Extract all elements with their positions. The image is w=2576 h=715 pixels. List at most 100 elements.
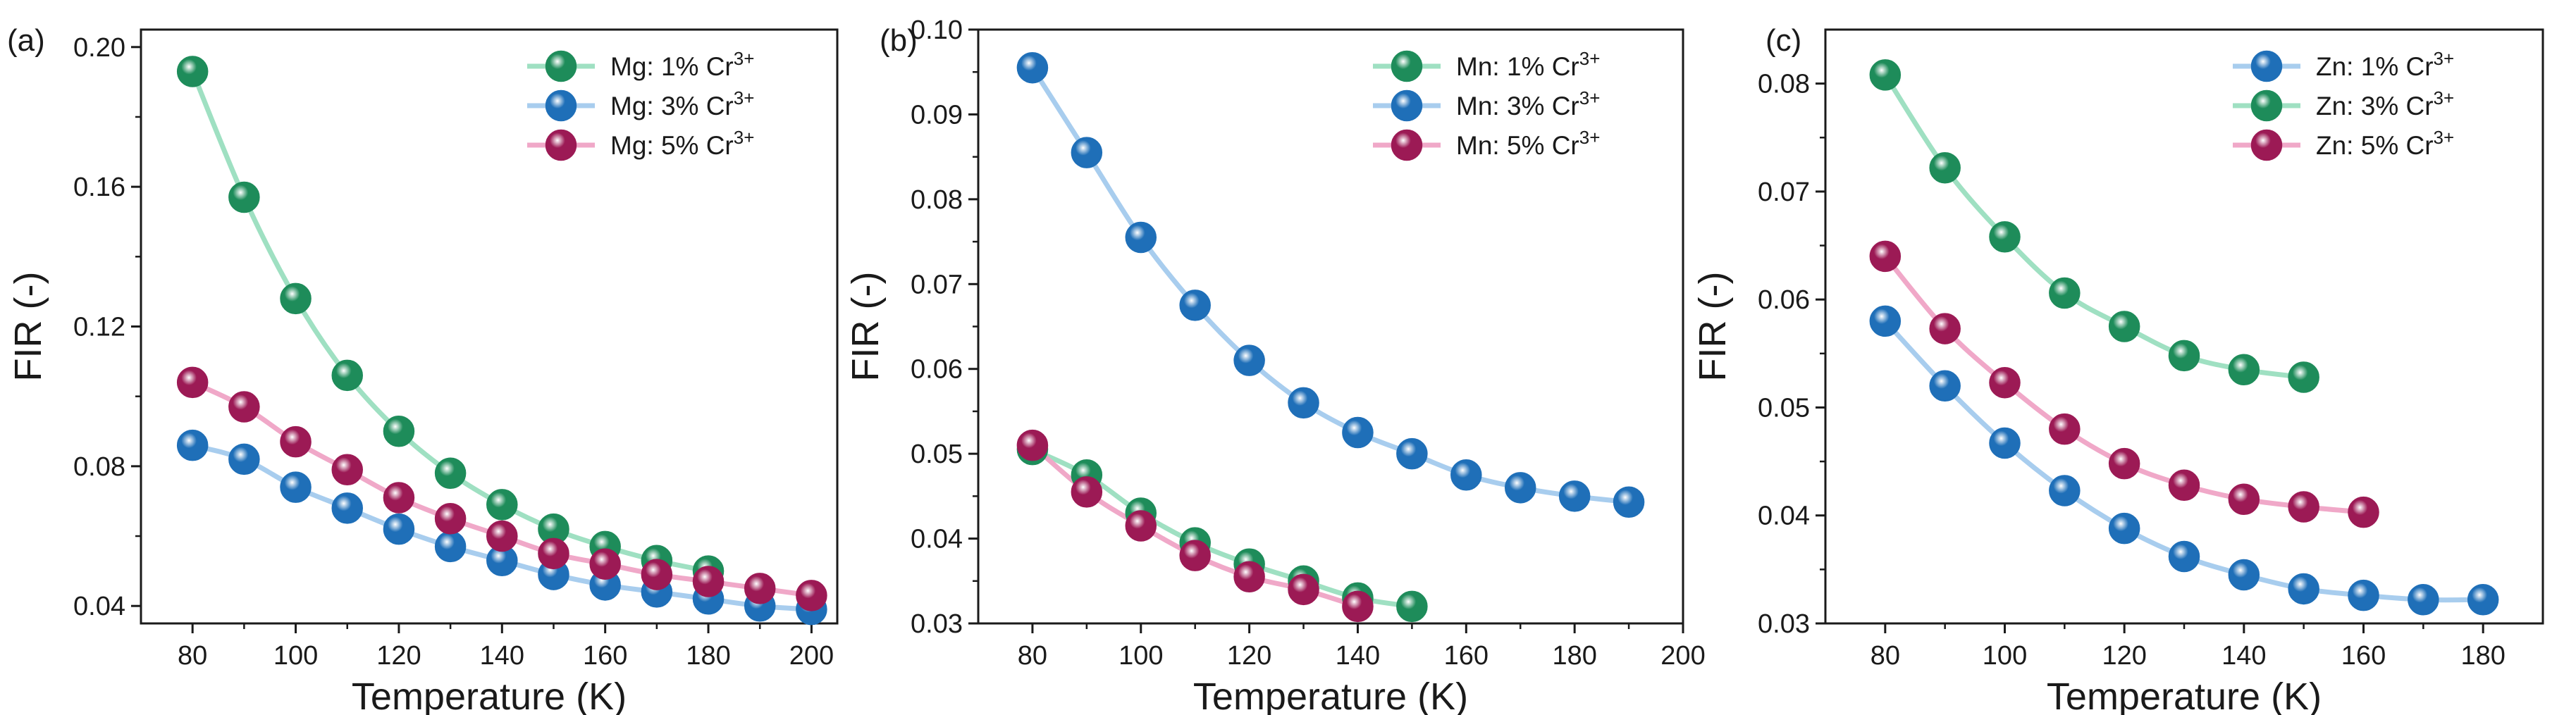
data-point	[1125, 510, 1157, 542]
data-point	[1071, 476, 1103, 508]
data-point	[2288, 491, 2319, 523]
legend-label: Zn: 3% Cr3+	[2316, 87, 2454, 120]
data-point	[744, 573, 776, 604]
data-point	[1233, 561, 1265, 593]
data-point	[331, 492, 363, 524]
y-tick-label: 0.16	[73, 173, 125, 202]
data-point	[2228, 559, 2260, 591]
data-point	[280, 471, 312, 503]
x-tick-label: 120	[376, 641, 421, 671]
y-tick-label: 0.08	[1758, 70, 1810, 99]
legend-label: Mg: 5% Cr3+	[610, 127, 754, 160]
x-tick-label: 160	[583, 641, 627, 671]
data-point	[1396, 590, 1428, 623]
data-point	[228, 391, 260, 423]
panel-label: (c)	[1765, 23, 1801, 58]
data-point	[2408, 584, 2439, 616]
x-tick-label: 80	[1018, 641, 1047, 671]
data-point	[2108, 447, 2140, 480]
y-tick-label: 0.08	[911, 185, 963, 215]
legend-marker	[545, 50, 577, 82]
data-point	[1125, 221, 1157, 254]
chart-panel-a: (a) 80 100 120 140 160 180 200 0.04 0.08 0.12 0.16 0…	[7, 23, 839, 715]
x-tick-label: 120	[1227, 641, 1271, 671]
y-tick-label: 0.12	[73, 313, 125, 342]
legend-label: Zn: 5% Cr3+	[2316, 127, 2454, 160]
data-point	[1233, 344, 1265, 376]
y-tick-label: 0.06	[1758, 285, 1810, 315]
x-tick-label: 180	[686, 641, 730, 671]
data-point	[692, 566, 725, 597]
legend-marker	[2250, 89, 2283, 122]
data-point	[1288, 573, 1319, 606]
x-tick-label: 80	[178, 641, 207, 671]
data-point	[228, 443, 260, 475]
legend-label: Zn: 1% Cr3+	[2316, 48, 2454, 81]
data-point	[486, 489, 518, 521]
y-tick-label: 0.04	[73, 592, 125, 621]
y-tick-label: 0.08	[73, 452, 125, 482]
data-point	[1869, 240, 1902, 273]
data-point	[796, 580, 827, 611]
x-tick-label: 120	[2102, 641, 2146, 671]
data-point	[1450, 459, 1482, 491]
data-point	[280, 425, 312, 458]
y-tick-label: 0.07	[911, 270, 963, 299]
data-point	[2049, 413, 2081, 445]
panel-label: (a)	[7, 23, 45, 58]
data-point	[1016, 51, 1049, 84]
data-point	[2108, 311, 2140, 342]
legend-marker	[1391, 89, 1423, 122]
y-axis-title: FIR (-)	[1691, 272, 1734, 382]
data-point	[2228, 354, 2260, 386]
data-point	[1929, 370, 1961, 402]
x-tick-label: 200	[1660, 641, 1705, 671]
legend-marker	[2250, 50, 2283, 82]
data-point	[2467, 584, 2499, 616]
x-tick-label: 180	[2460, 641, 2505, 671]
data-point	[2288, 361, 2319, 393]
x-tick-label: 180	[1552, 641, 1596, 671]
data-point	[2168, 340, 2200, 372]
data-point	[486, 520, 518, 552]
data-point	[2049, 475, 2081, 506]
y-tick-label: 0.04	[911, 525, 963, 554]
legend-label: Mn: 3% Cr3+	[1456, 87, 1600, 120]
data-point	[1179, 540, 1211, 571]
legend-marker	[2250, 129, 2283, 161]
data-point	[1869, 305, 1902, 337]
data-point	[383, 482, 415, 514]
data-point	[589, 548, 621, 580]
x-tick-label: 200	[789, 641, 834, 671]
data-point	[228, 181, 260, 213]
data-point	[1989, 427, 2021, 459]
data-point	[434, 530, 467, 563]
legend-marker	[545, 129, 577, 161]
data-point	[1179, 290, 1211, 321]
x-tick-label: 140	[2221, 641, 2266, 671]
data-point	[176, 366, 209, 399]
x-tick-label: 140	[1336, 641, 1380, 671]
y-tick-label: 0.20	[73, 33, 125, 63]
data-point	[538, 537, 569, 570]
data-point	[1929, 151, 1961, 184]
y-tick-label: 0.03	[911, 609, 963, 639]
data-point	[383, 416, 415, 447]
y-tick-label: 0.05	[1758, 393, 1810, 423]
legend-marker	[1391, 129, 1423, 161]
data-point	[2348, 496, 2379, 528]
legend-label: Mg: 3% Cr3+	[610, 87, 754, 120]
data-point	[1929, 313, 1961, 344]
data-point	[1989, 221, 2021, 253]
data-point	[1504, 472, 1536, 504]
data-point	[280, 282, 312, 315]
legend-marker	[545, 89, 577, 122]
data-point	[641, 559, 673, 590]
data-point	[1989, 366, 2021, 399]
data-point	[176, 56, 209, 87]
data-point	[2168, 469, 2200, 502]
data-point	[434, 457, 467, 490]
data-point	[2108, 512, 2140, 545]
x-axis-title: Temperature (K)	[352, 676, 627, 715]
